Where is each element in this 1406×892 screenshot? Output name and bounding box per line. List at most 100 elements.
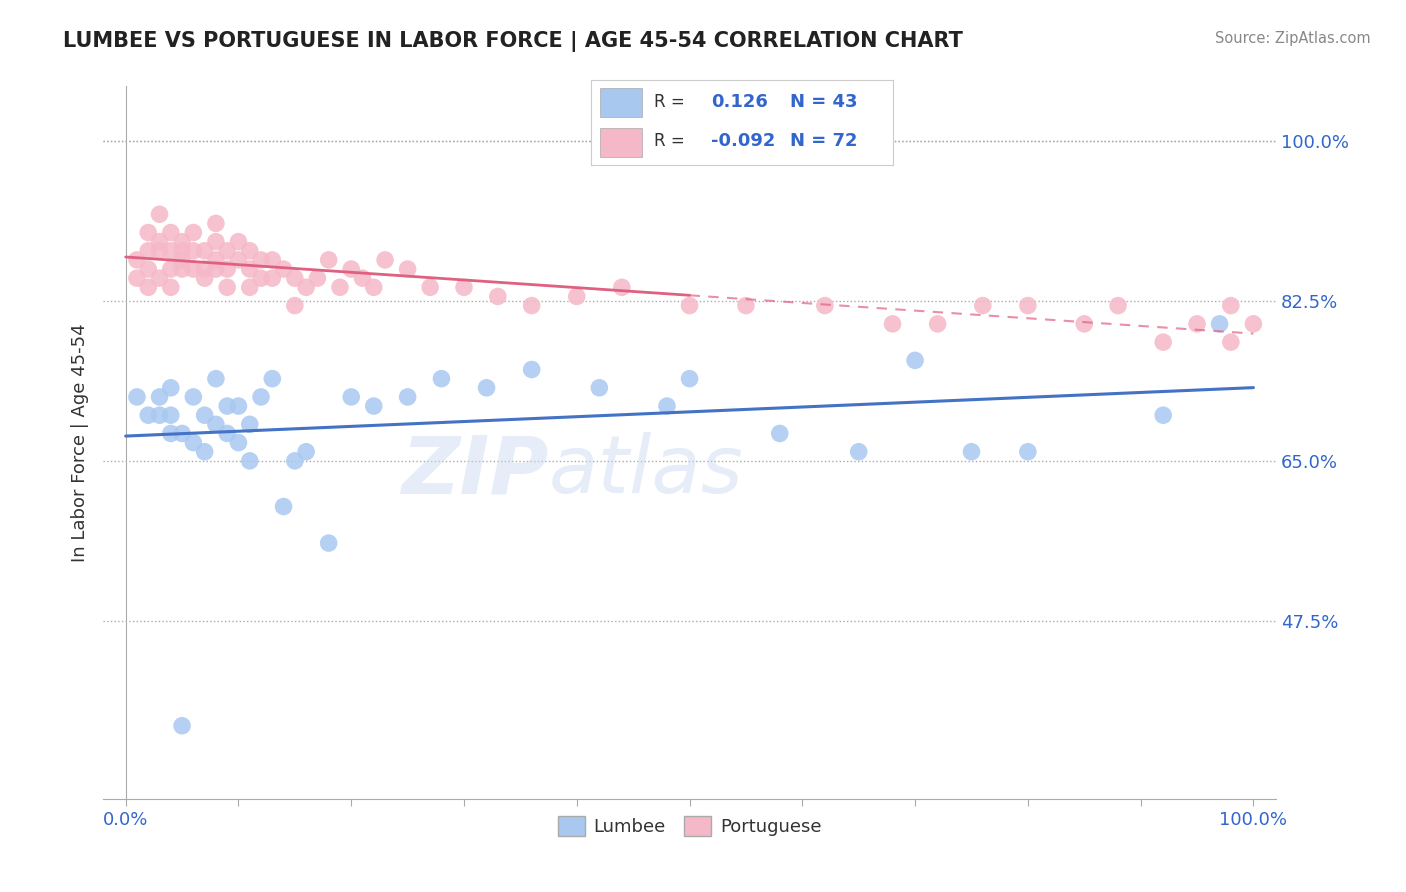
Point xyxy=(565,289,588,303)
Point xyxy=(205,252,228,267)
Point xyxy=(125,252,148,267)
Point xyxy=(148,408,170,422)
Point xyxy=(148,235,170,249)
Point xyxy=(125,271,148,285)
Point xyxy=(228,252,250,267)
Point xyxy=(205,235,228,249)
Point xyxy=(205,216,228,230)
Text: -0.092: -0.092 xyxy=(711,132,776,150)
Point xyxy=(419,280,441,294)
Point xyxy=(769,426,792,441)
Point xyxy=(228,235,250,249)
Point xyxy=(239,454,262,468)
Text: 0.126: 0.126 xyxy=(711,93,768,111)
Point xyxy=(217,244,239,258)
Point xyxy=(159,408,181,422)
Point xyxy=(183,262,205,277)
Point xyxy=(1219,335,1241,350)
Point xyxy=(1219,299,1241,313)
Point xyxy=(1241,317,1264,331)
Point xyxy=(148,244,170,258)
Point xyxy=(882,317,904,331)
Point xyxy=(1017,444,1039,458)
Point xyxy=(183,435,205,450)
Point xyxy=(588,381,610,395)
Point xyxy=(136,226,159,240)
Point xyxy=(170,719,193,733)
Point xyxy=(1208,317,1230,331)
Point xyxy=(148,271,170,285)
Point xyxy=(396,390,419,404)
Text: R =: R = xyxy=(654,132,685,150)
Point xyxy=(217,426,239,441)
Bar xyxy=(599,88,643,117)
Point xyxy=(148,207,170,221)
Point xyxy=(136,244,159,258)
Point xyxy=(814,299,837,313)
Text: Source: ZipAtlas.com: Source: ZipAtlas.com xyxy=(1215,31,1371,46)
Point xyxy=(273,500,295,514)
Point xyxy=(205,417,228,432)
Point xyxy=(340,390,363,404)
Point xyxy=(329,280,352,294)
Point xyxy=(170,252,193,267)
Point xyxy=(262,372,284,386)
Text: N = 72: N = 72 xyxy=(790,132,858,150)
Point xyxy=(1152,335,1174,350)
Point xyxy=(148,390,170,404)
Point xyxy=(239,417,262,432)
Point xyxy=(295,280,318,294)
Point xyxy=(250,390,273,404)
Point xyxy=(284,299,307,313)
Point xyxy=(1017,299,1039,313)
Point xyxy=(183,244,205,258)
Point xyxy=(159,262,181,277)
Point xyxy=(352,271,374,285)
Point xyxy=(239,244,262,258)
Point xyxy=(374,252,396,267)
Point xyxy=(194,271,217,285)
Point xyxy=(217,262,239,277)
Point xyxy=(363,280,385,294)
Point xyxy=(960,444,983,458)
Text: R =: R = xyxy=(654,93,685,111)
Point xyxy=(170,244,193,258)
Point xyxy=(610,280,633,294)
Point xyxy=(239,280,262,294)
Point xyxy=(318,252,340,267)
Point xyxy=(262,271,284,285)
Point xyxy=(136,262,159,277)
Point xyxy=(520,299,543,313)
Point xyxy=(486,289,509,303)
Point xyxy=(159,244,181,258)
Point xyxy=(228,435,250,450)
Point xyxy=(250,271,273,285)
Point xyxy=(183,226,205,240)
Point xyxy=(136,408,159,422)
Point xyxy=(284,271,307,285)
Point xyxy=(453,280,475,294)
Point xyxy=(520,362,543,376)
Point xyxy=(205,262,228,277)
Point xyxy=(927,317,949,331)
Point xyxy=(194,244,217,258)
Point xyxy=(239,262,262,277)
Point xyxy=(972,299,994,313)
Point xyxy=(125,390,148,404)
Point xyxy=(678,372,700,386)
Point xyxy=(475,381,498,395)
Point xyxy=(655,399,678,413)
Point xyxy=(735,299,758,313)
Text: ZIP: ZIP xyxy=(402,432,548,510)
Point xyxy=(250,252,273,267)
Point xyxy=(194,262,217,277)
Point xyxy=(170,426,193,441)
Point xyxy=(159,280,181,294)
Point xyxy=(1107,299,1129,313)
Point xyxy=(340,262,363,277)
Point xyxy=(194,408,217,422)
Point xyxy=(848,444,870,458)
Point xyxy=(170,235,193,249)
Text: LUMBEE VS PORTUGUESE IN LABOR FORCE | AGE 45-54 CORRELATION CHART: LUMBEE VS PORTUGUESE IN LABOR FORCE | AG… xyxy=(63,31,963,53)
Point xyxy=(159,226,181,240)
